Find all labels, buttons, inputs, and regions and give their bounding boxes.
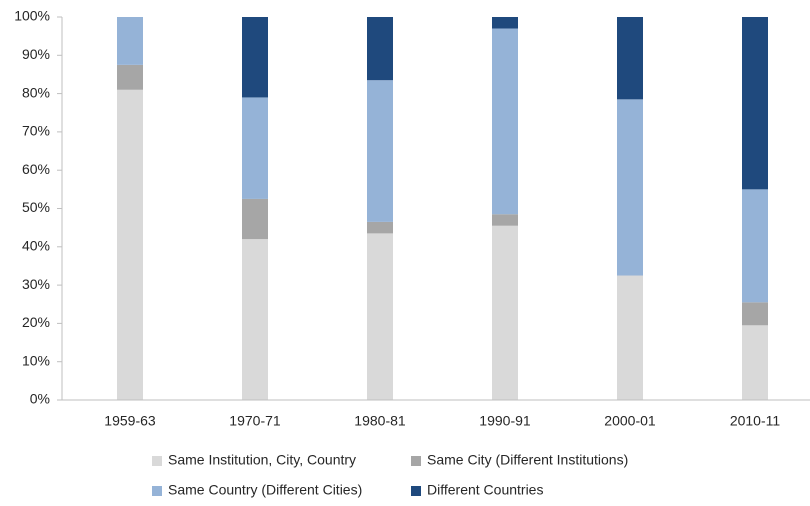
x-tick-label: 1970-71	[229, 413, 281, 429]
bar-segment	[492, 17, 518, 29]
y-tick-label: 90%	[22, 46, 50, 62]
y-tick-label: 100%	[14, 8, 50, 24]
legend-label: Different Countries	[427, 482, 543, 498]
bar-segment	[367, 17, 393, 81]
x-tick-label: 2000-01	[604, 413, 656, 429]
bar-segment	[117, 89, 143, 401]
legend-swatch	[152, 486, 162, 496]
legend-swatch	[411, 486, 421, 496]
bar-segment	[742, 189, 768, 303]
x-tick-label: 1980-81	[354, 413, 406, 429]
bar-segment	[617, 275, 643, 400]
y-tick-label: 70%	[22, 123, 50, 139]
y-tick-label: 60%	[22, 161, 50, 177]
bar-segment	[117, 64, 143, 90]
legend-label: Same Institution, City, Country	[168, 452, 356, 468]
bar-segment	[242, 97, 268, 199]
bar-segment	[242, 239, 268, 400]
x-tick-label: 2010-11	[730, 413, 781, 429]
legend-swatch	[411, 456, 421, 466]
legend-label: Same City (Different Institutions)	[427, 452, 628, 468]
bar-segment	[617, 17, 643, 100]
bar-segment	[742, 325, 768, 400]
bar-segment	[242, 198, 268, 240]
y-tick-label: 0%	[30, 391, 50, 407]
y-tick-label: 80%	[22, 84, 50, 100]
y-tick-label: 50%	[22, 199, 50, 215]
bar-segment	[742, 17, 768, 190]
y-tick-label: 20%	[22, 314, 50, 330]
bar-segment	[492, 214, 518, 226]
y-tick-label: 30%	[22, 276, 50, 292]
bar-segment	[492, 225, 518, 400]
bar-segment	[367, 221, 393, 234]
x-tick-label: 1959-63	[104, 413, 156, 429]
bar-segment	[742, 302, 768, 326]
legend-label: Same Country (Different Cities)	[168, 482, 362, 498]
y-tick-label: 40%	[22, 238, 50, 254]
bar-segment	[242, 17, 268, 98]
y-tick-label: 10%	[22, 352, 50, 368]
legend-swatch	[152, 456, 162, 466]
bar-segment	[367, 80, 393, 222]
bar-segment	[117, 17, 143, 65]
bar-segment	[492, 28, 518, 215]
bar-segment	[367, 233, 393, 400]
bar-segment	[617, 99, 643, 276]
x-tick-label: 1990-91	[479, 413, 531, 429]
